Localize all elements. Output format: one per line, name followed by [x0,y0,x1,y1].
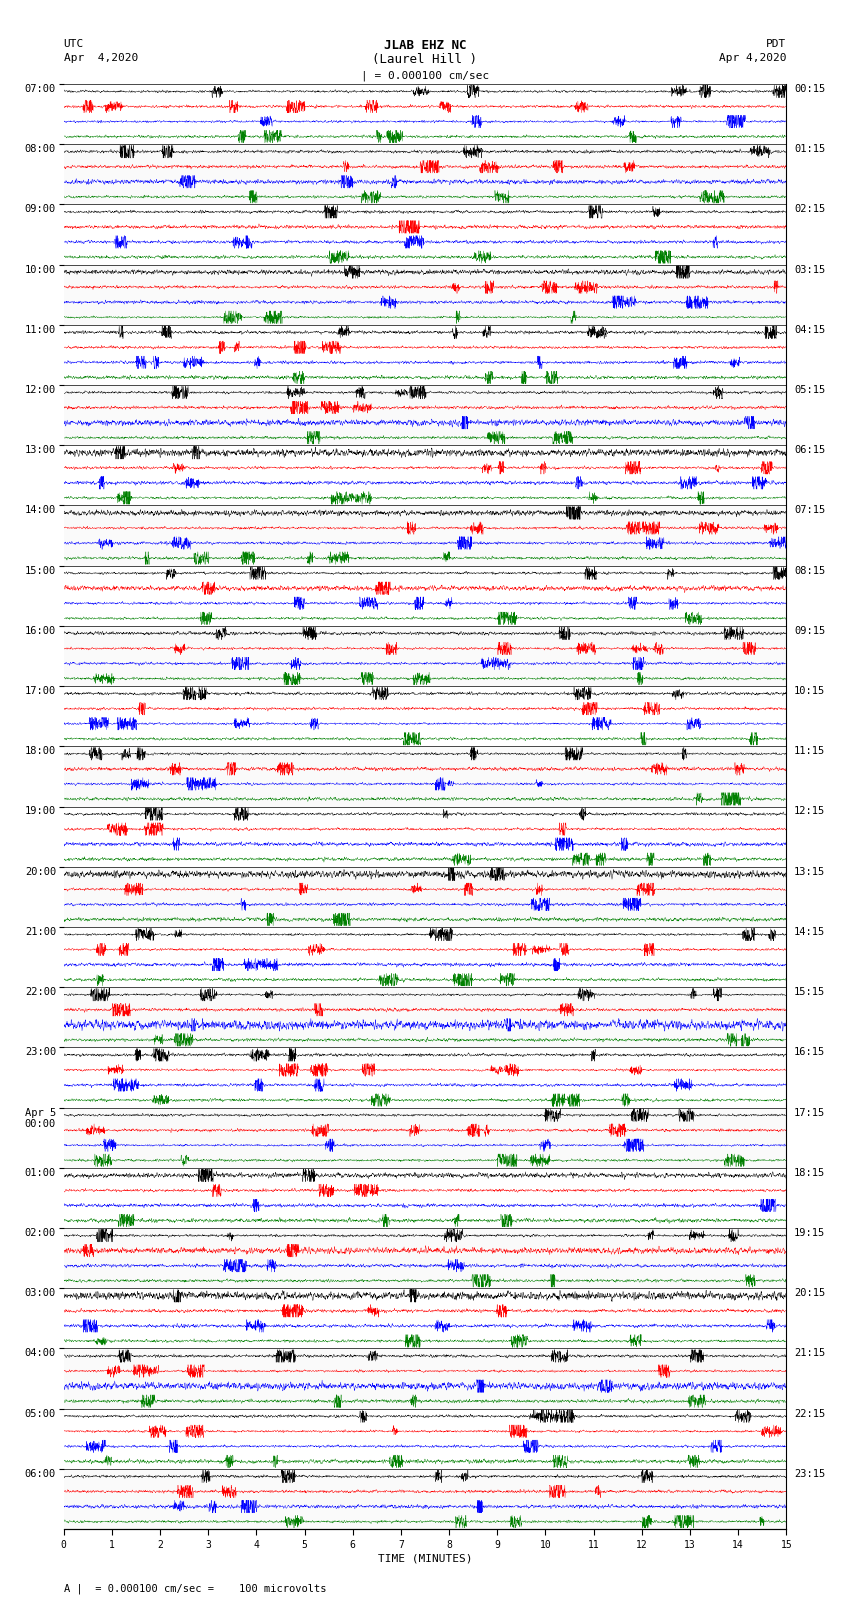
Bar [64,144,786,205]
Bar [64,866,786,927]
Text: Apr  4,2020: Apr 4,2020 [64,53,138,63]
Bar [64,1348,786,1408]
Bar [64,1227,786,1289]
X-axis label: TIME (MINUTES): TIME (MINUTES) [377,1553,473,1563]
Bar [64,386,786,445]
Text: A |  = 0.000100 cm/sec =    100 microvolts: A | = 0.000100 cm/sec = 100 microvolts [64,1582,326,1594]
Text: JLAB EHZ NC: JLAB EHZ NC [383,39,467,52]
Bar [64,1469,786,1529]
Text: | = 0.000100 cm/sec: | = 0.000100 cm/sec [361,71,489,82]
Text: Apr 4,2020: Apr 4,2020 [719,53,786,63]
Text: PDT: PDT [766,39,786,48]
Bar [64,265,786,324]
Bar [64,626,786,686]
Bar [64,1108,786,1168]
Bar [64,505,786,566]
Text: (Laurel Hill ): (Laurel Hill ) [372,53,478,66]
Text: UTC: UTC [64,39,84,48]
Bar [64,987,786,1047]
Bar [64,747,786,806]
